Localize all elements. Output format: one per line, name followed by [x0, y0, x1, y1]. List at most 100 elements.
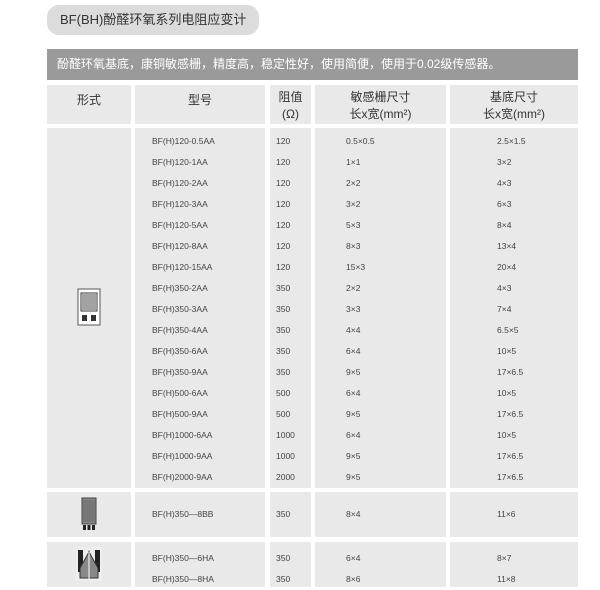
- resistance-value: 350: [276, 553, 291, 563]
- resistance-value: 350: [276, 346, 291, 356]
- model-value: BF(H)350-9AA: [152, 367, 208, 377]
- resistance-value: 350: [276, 304, 291, 314]
- model-value: BF(H)350—6HA: [152, 553, 214, 563]
- header-grid-size: 敏感栅尺寸长x宽(mm²): [315, 85, 446, 124]
- resistance-value: 350: [276, 509, 291, 519]
- resistance-value: 350: [276, 367, 291, 377]
- base-size-value: 10×5: [497, 346, 517, 356]
- grid-size-value: 0.5×0.5: [346, 136, 375, 146]
- group-cell: [135, 128, 265, 488]
- group-cell: [315, 128, 446, 488]
- resistance-value: 120: [276, 199, 291, 209]
- resistance-value: 500: [276, 409, 291, 419]
- model-value: BF(H)120-8AA: [152, 241, 208, 251]
- base-size-value: 10×5: [497, 388, 517, 398]
- group-cell: [315, 492, 446, 537]
- grid-size-value: 3×3: [346, 304, 361, 314]
- form-cell: [47, 542, 131, 587]
- model-value: BF(H)2000-9AA: [152, 472, 213, 482]
- resistance-value: 500: [276, 388, 291, 398]
- base-size-value: 8×4: [497, 220, 512, 230]
- header-base-line2: 长x宽(mm²): [483, 107, 545, 121]
- form-cell: [47, 128, 131, 488]
- base-size-value: 8×7: [497, 553, 512, 563]
- grid-size-value: 6×4: [346, 388, 361, 398]
- grid-size-value: 2×2: [346, 178, 361, 188]
- group-cell: [450, 542, 578, 587]
- resistance-value: 1000: [276, 430, 295, 440]
- grid-size-value: 1×1: [346, 157, 361, 167]
- header-resistance: 阻值 (Ω): [270, 85, 311, 124]
- grid-size-value: 6×4: [346, 430, 361, 440]
- grid-size-value: 9×5: [346, 367, 361, 377]
- model-value: BF(H)120-2AA: [152, 178, 208, 188]
- form-cell: [47, 492, 131, 537]
- strain-gauge-single-icon: [77, 288, 101, 328]
- strain-gauge-shear-icon: [75, 546, 103, 584]
- group-cell: [135, 492, 265, 537]
- grid-size-value: 5×3: [346, 220, 361, 230]
- resistance-value: 120: [276, 178, 291, 188]
- base-size-value: 17×6.5: [497, 451, 524, 461]
- model-value: BF(H)350—8BB: [152, 509, 214, 519]
- base-size-value: 20×4: [497, 262, 517, 272]
- model-value: BF(H)350—8HA: [152, 574, 214, 584]
- resistance-value: 350: [276, 325, 291, 335]
- grid-size-value: 8×3: [346, 241, 361, 251]
- header-base-line1: 基底尺寸: [489, 90, 538, 104]
- base-size-value: 2.5×1.5: [497, 136, 526, 146]
- model-value: BF(H)350-6AA: [152, 346, 208, 356]
- model-value: BF(H)500-6AA: [152, 388, 208, 398]
- header-grid-line1: 敏感栅尺寸: [350, 90, 411, 104]
- resistance-value: 120: [276, 157, 291, 167]
- grid-size-value: 8×4: [346, 509, 361, 519]
- resistance-value: 120: [276, 241, 291, 251]
- base-size-value: 10×5: [497, 430, 517, 440]
- group-cell: [270, 492, 311, 537]
- strain-gauge-bb-icon: [81, 497, 97, 533]
- model-value: BF(H)120-0.5AA: [152, 136, 215, 146]
- grid-size-value: 6×4: [346, 553, 361, 563]
- base-size-value: 17×6.5: [497, 367, 524, 377]
- page-title: BF(BH)酚醛环氧系列电阻应变计: [47, 5, 260, 35]
- model-value: BF(H)350-4AA: [152, 325, 208, 335]
- base-size-value: 6×3: [497, 199, 512, 209]
- model-value: BF(H)1000-6AA: [152, 430, 213, 440]
- resistance-value: 2000: [276, 472, 295, 482]
- model-value: BF(H)1000-9AA: [152, 451, 213, 461]
- model-value: BF(H)500-9AA: [152, 409, 208, 419]
- base-size-value: 11×8: [497, 574, 516, 584]
- resistance-value: 350: [276, 283, 291, 293]
- model-value: BF(H)120-1AA: [152, 157, 208, 167]
- model-value: BF(H)120-5AA: [152, 220, 208, 230]
- group-cell: [315, 542, 446, 587]
- header-grid-line2: 长x宽(mm²): [349, 107, 412, 121]
- resistance-value: 1000: [276, 451, 295, 461]
- header-base-size: 基底尺寸长x宽(mm²): [450, 85, 578, 124]
- header-res-line1: 阻值: [278, 90, 303, 104]
- base-size-value: 13×4: [497, 241, 517, 251]
- grid-size-value: 9×5: [346, 409, 361, 419]
- model-value: BF(H)120-15AA: [152, 262, 213, 272]
- base-size-value: 17×6.5: [497, 409, 524, 419]
- model-value: BF(H)120-3AA: [152, 199, 208, 209]
- resistance-value: 120: [276, 136, 291, 146]
- description-bar: 酚醛环氧基底，康铜敏感栅，精度高，稳定性好，使用简便，使用于0.02级传感器。: [47, 49, 578, 80]
- grid-size-value: 9×5: [346, 451, 361, 461]
- resistance-value: 120: [276, 220, 291, 230]
- base-size-value: 3×2: [497, 157, 512, 167]
- header-form: 形式: [47, 85, 131, 124]
- group-cell: [135, 542, 265, 587]
- header-res-line2: (Ω): [282, 107, 299, 121]
- model-value: BF(H)350-2AA: [152, 283, 208, 293]
- base-size-value: 11×6: [497, 509, 516, 519]
- base-size-value: 6.5×5: [497, 325, 519, 335]
- model-value: BF(H)350-3AA: [152, 304, 208, 314]
- group-cell: [450, 492, 578, 537]
- group-cell: [450, 128, 578, 488]
- resistance-value: 120: [276, 262, 291, 272]
- resistance-value: 350: [276, 574, 291, 584]
- group-cell: [270, 542, 311, 587]
- grid-size-value: 4×4: [346, 325, 361, 335]
- grid-size-value: 9×5: [346, 472, 361, 482]
